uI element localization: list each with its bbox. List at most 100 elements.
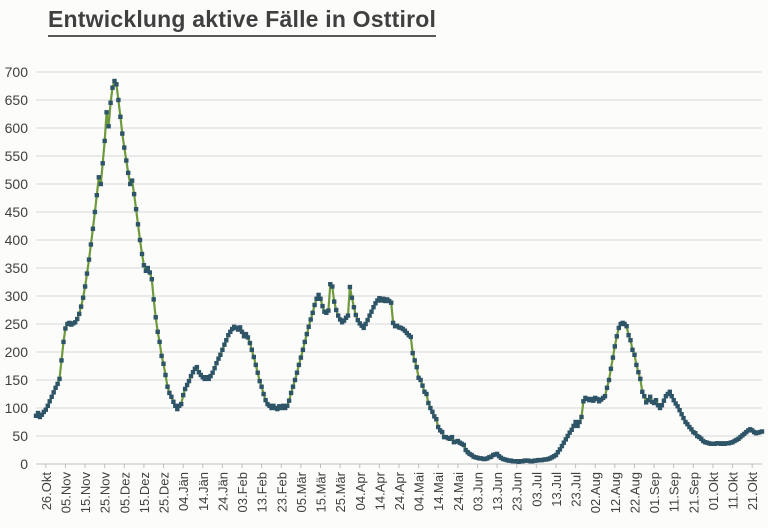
data-point-marker [80,295,86,300]
data-point-marker [689,427,694,432]
data-point-marker [84,271,90,276]
data-point-marker [120,131,125,136]
data-point-marker [675,404,680,409]
y-tick-label: 200 [5,344,29,360]
data-point-marker [349,295,355,300]
data-point-marker [308,317,313,322]
data-point-marker [653,398,659,403]
x-tick-label: 24.Apr [392,471,407,510]
data-point-marker [77,311,82,317]
data-point-marker [602,394,608,399]
x-tick-label: 11.Sep [667,472,682,512]
data-point-marker [638,376,643,382]
data-point-marker [310,310,315,315]
x-tick-label: 15.Mär [314,471,329,512]
data-point-marker [304,331,309,337]
data-point-marker [53,385,58,390]
data-point-marker [139,251,145,257]
data-point-marker [651,400,657,406]
data-point-marker [693,431,698,436]
data-point-marker [118,114,123,119]
data-point-marker [432,414,437,419]
x-tick-label: 01.Sep [647,472,662,513]
data-point-marker [390,320,396,326]
data-point-marker [249,347,254,352]
x-tick-label: 13.Jun [490,472,505,511]
x-tick-label: 14.Mai [431,472,446,511]
data-point-marker [255,370,260,375]
data-point-marker [661,398,667,403]
data-point-marker [224,338,229,343]
data-point-marker [169,394,174,399]
data-point-marker [573,419,578,425]
x-tick-label: 23.Jul [569,472,584,507]
x-tick-label: 02.Aug [588,472,603,513]
data-point-marker [402,328,408,333]
data-point-marker [261,391,266,397]
data-point-marker [106,124,111,129]
data-point-marker [579,414,584,420]
data-point-marker [449,434,455,440]
data-point-marker [88,242,94,247]
x-tick-label: 25.Dez [157,472,172,513]
data-point-marker [577,419,582,425]
data-point-marker [414,364,419,370]
data-point-marker [677,408,682,413]
data-point-marker [320,303,325,309]
data-point-marker [681,415,686,421]
y-tick-label: 0 [20,456,28,472]
data-point-marker [263,398,268,403]
x-tick-label: 13.Jul [549,472,564,507]
data-point-marker [100,161,105,166]
data-point-marker [347,284,353,290]
data-point-marker [210,370,215,375]
x-tick-label: 14.Apr [372,471,387,510]
data-point-marker [434,417,439,422]
data-point-marker [420,383,425,388]
data-point-marker [461,442,466,448]
data-point-marker [218,352,223,357]
data-point-marker [206,376,211,382]
x-tick-label: 21.Okt [745,472,760,511]
series-markers [33,78,765,464]
data-point-marker [157,339,162,345]
x-tick-label: 24.Jän [215,472,230,511]
data-point-marker [330,284,335,289]
data-point-marker [626,333,631,338]
data-point-marker [424,391,429,397]
data-point-marker [608,366,614,371]
data-point-marker [685,422,690,427]
data-point-marker [102,138,107,144]
data-point-marker [571,423,576,429]
data-point-marker [632,352,637,357]
data-point-marker [604,385,610,390]
x-tick-label: 03.Jun [470,472,485,511]
data-point-marker [298,355,304,360]
data-point-marker [565,433,570,439]
data-point-marker [57,376,62,382]
data-point-marker [141,263,147,268]
data-point-marker [648,394,653,399]
data-point-marker [610,355,616,360]
data-point-marker [33,413,39,418]
x-tick-label: 05.Mär [294,471,309,512]
data-point-marker [212,366,217,371]
data-point-marker [616,325,621,331]
data-point-marker [182,386,188,392]
data-point-marker [361,325,366,331]
data-point-marker [171,399,176,404]
x-tick-label: 03.Jul [529,472,544,507]
data-point-marker [334,307,339,313]
data-point-marker [82,284,88,289]
data-point-marker [389,300,394,305]
data-point-marker [37,414,43,420]
x-tick-label: 11.Okt [726,472,741,510]
x-tick-label: 05.Nov [58,472,73,514]
data-point-marker [759,429,765,434]
x-tick-label: 03.Feb [235,472,250,512]
data-point-marker [90,226,96,231]
data-point-marker [369,309,374,314]
x-tick-label: 25.Nov [98,472,113,514]
data-point-marker [624,324,629,329]
data-point-marker [181,392,186,398]
